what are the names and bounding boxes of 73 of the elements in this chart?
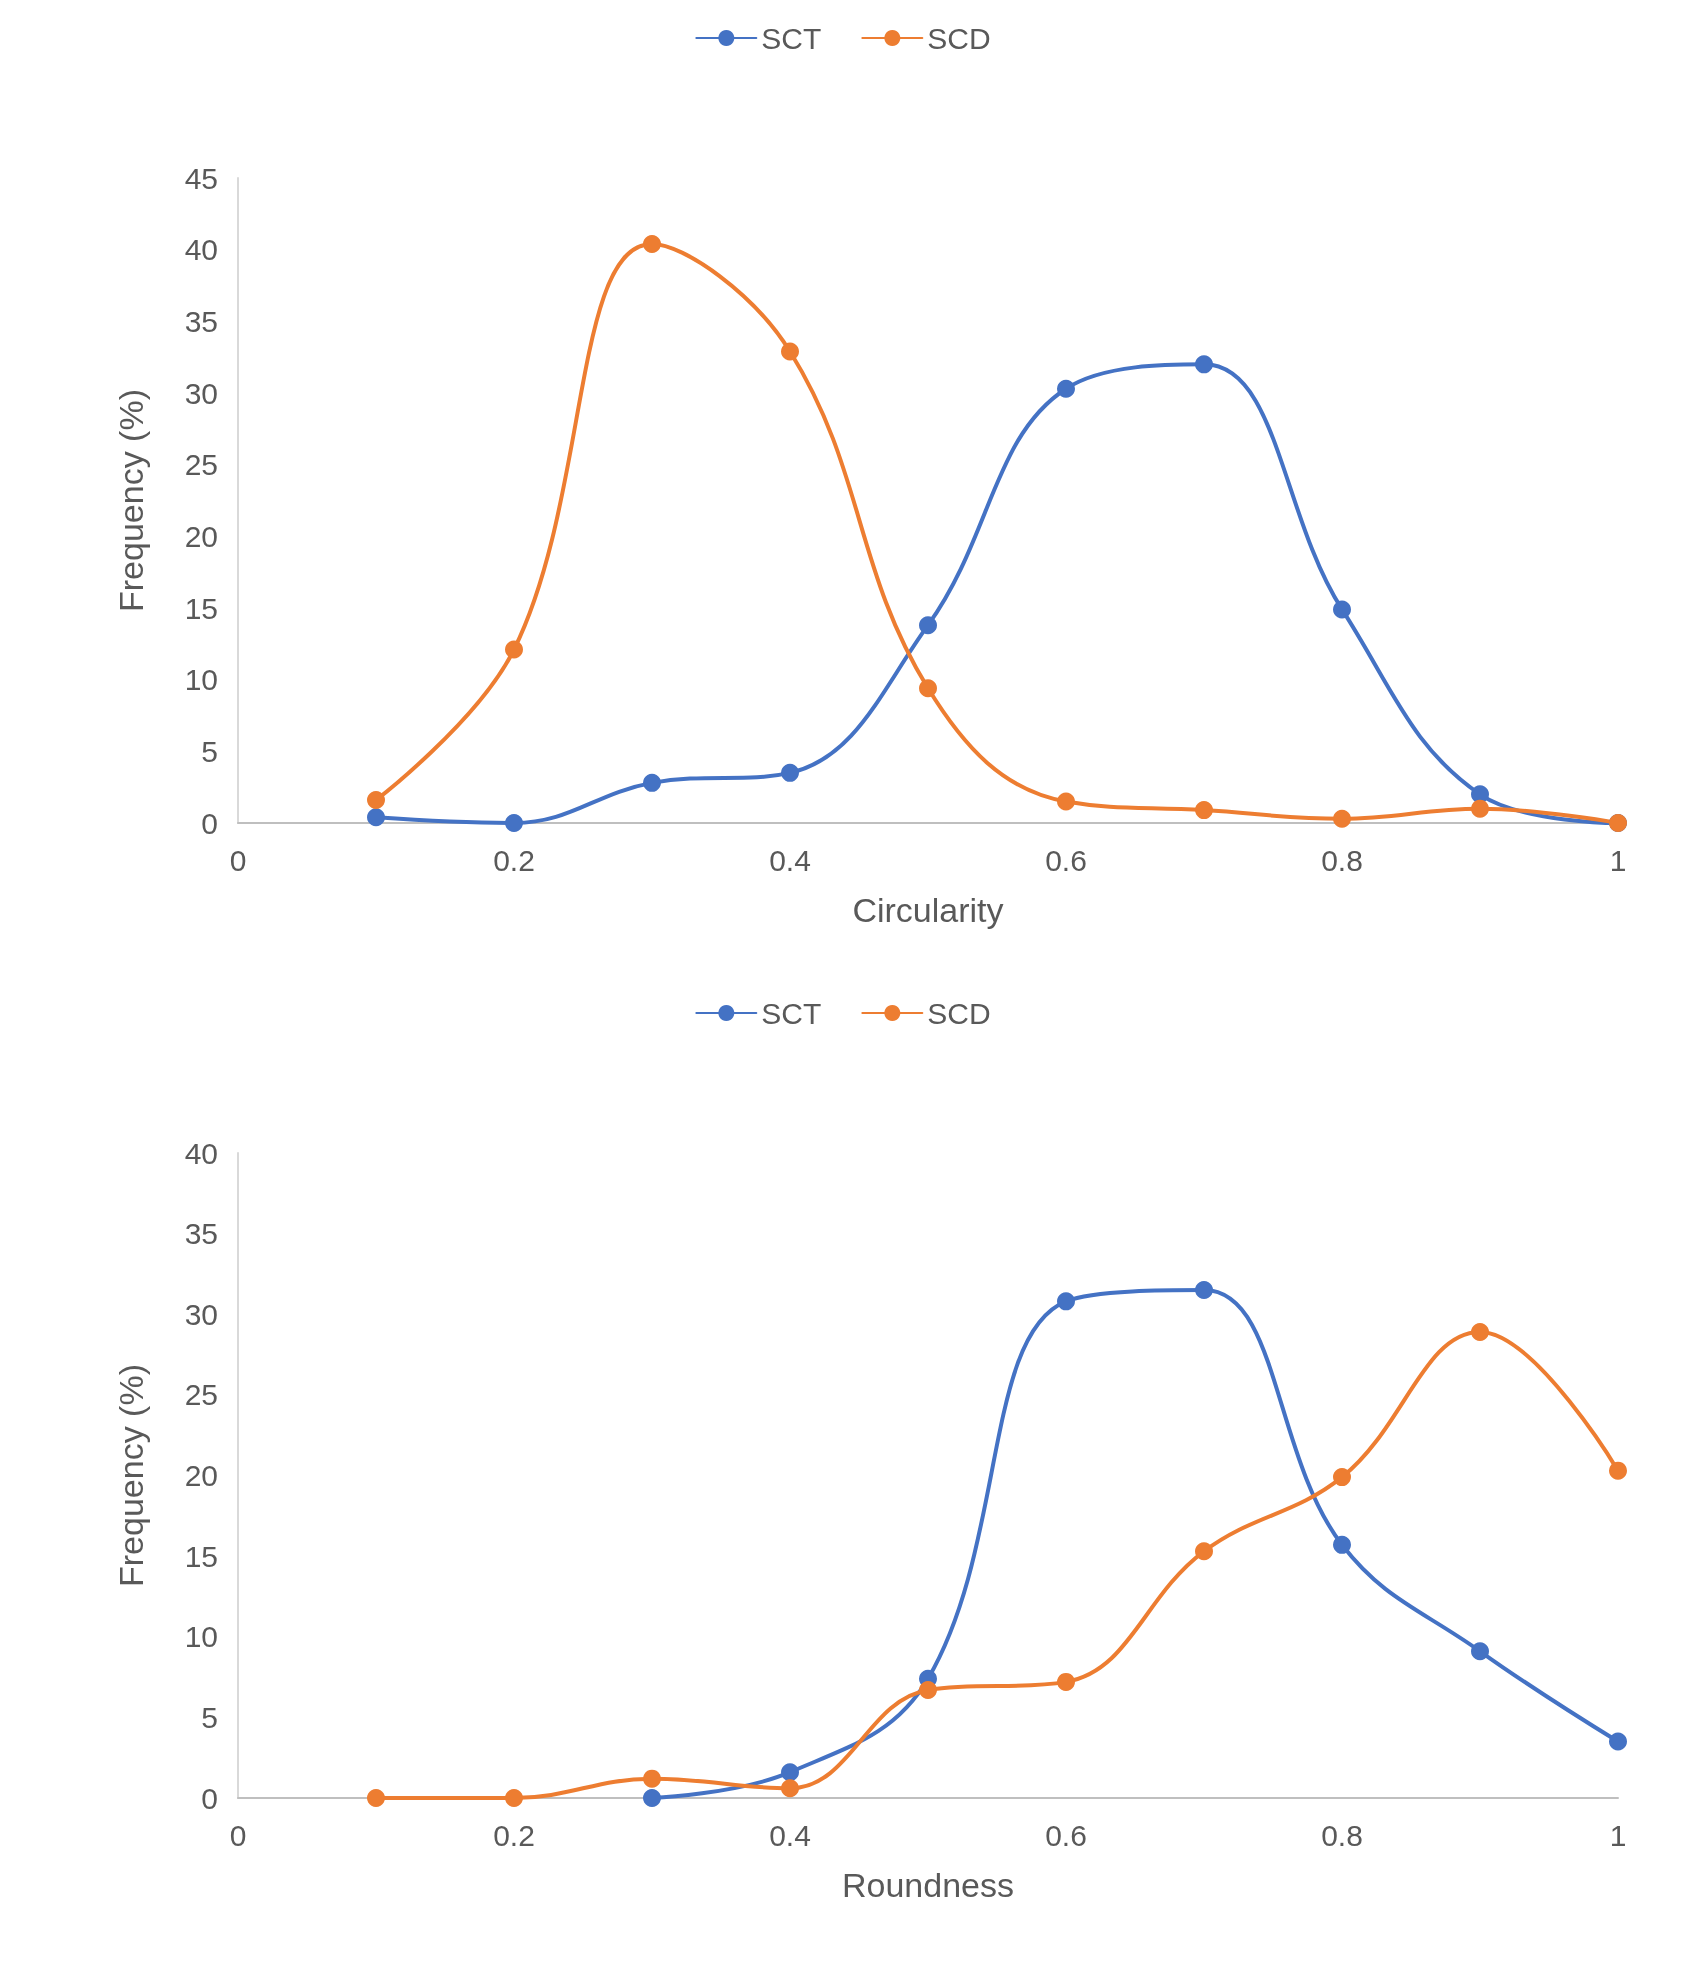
point (919, 616, 937, 635)
x-axis-title: Roundness (841, 1866, 1015, 1904)
x-tick-label: 0.2 (493, 1818, 535, 1852)
legend-label: SCT (761, 21, 822, 55)
point (505, 1789, 523, 1807)
point (781, 342, 799, 361)
y-tick-label: 15 (184, 591, 218, 625)
point (781, 763, 799, 782)
y-tick-label: 10 (184, 663, 218, 697)
point (367, 808, 385, 827)
point (1471, 1322, 1489, 1341)
y-tick-label: 30 (184, 376, 218, 410)
y-tick-label: 40 (184, 1136, 218, 1170)
x-tick-label: 0.4 (769, 843, 811, 877)
y-tick-label: 10 (184, 1620, 218, 1654)
point (1333, 1468, 1351, 1487)
point (1195, 1542, 1213, 1561)
point (1471, 799, 1489, 818)
point (505, 814, 523, 832)
x-tick-label: 1 (1609, 843, 1627, 877)
point (781, 1779, 799, 1798)
point (1057, 792, 1075, 811)
point (781, 1763, 799, 1782)
point (643, 1789, 661, 1807)
y-tick-label: 0 (201, 806, 218, 840)
x-tick-label: 0.4 (769, 1818, 811, 1852)
legend-label: SCD (927, 996, 991, 1030)
point (919, 1680, 937, 1699)
legend-label: SCD (927, 21, 991, 55)
y-tick-label: 20 (184, 519, 218, 553)
point (643, 234, 661, 253)
point (1195, 1281, 1213, 1300)
y-axis-title: Frequency (%) (112, 389, 150, 612)
x-axis-title: Circularity (852, 891, 1004, 929)
y-tick-label: 35 (184, 1217, 218, 1251)
point (1333, 809, 1351, 828)
x-tick-label: 1 (1609, 1818, 1627, 1852)
point (505, 640, 523, 659)
point (1057, 379, 1075, 398)
point (1195, 801, 1213, 820)
point (1333, 1535, 1351, 1554)
point (367, 791, 385, 810)
x-tick-label: 0 (229, 843, 247, 877)
y-tick-label: 5 (201, 734, 218, 768)
point (919, 679, 937, 698)
point (1333, 600, 1351, 619)
point (367, 1789, 385, 1807)
y-tick-label: 0 (201, 1781, 218, 1815)
y-tick-label: 35 (184, 304, 218, 338)
x-tick-label: 0.6 (1045, 843, 1087, 877)
x-tick-label: 0.8 (1321, 843, 1363, 877)
point (1057, 1292, 1075, 1311)
x-tick-label: 0 (229, 1818, 247, 1852)
point (643, 1769, 661, 1788)
y-tick-label: 5 (201, 1700, 218, 1734)
point (1195, 355, 1213, 374)
y-tick-label: 20 (184, 1459, 218, 1492)
legend-label: SCT (761, 996, 822, 1030)
y-tick-label: 25 (184, 448, 218, 482)
y-tick-label: 15 (184, 1539, 218, 1573)
y-axis-title: Frequency (%) (112, 1364, 150, 1587)
point (643, 773, 661, 792)
point (1609, 1461, 1627, 1480)
x-tick-label: 0.8 (1321, 1818, 1363, 1852)
point (1609, 1732, 1627, 1751)
y-tick-label: 40 (184, 233, 218, 267)
x-tick-label: 0.6 (1045, 1818, 1087, 1852)
point (1471, 1642, 1489, 1661)
x-tick-label: 0.2 (493, 843, 535, 877)
y-tick-label: 45 (184, 161, 218, 195)
y-tick-label: 25 (184, 1378, 218, 1412)
point (1057, 1672, 1075, 1691)
y-tick-label: 30 (184, 1297, 218, 1331)
